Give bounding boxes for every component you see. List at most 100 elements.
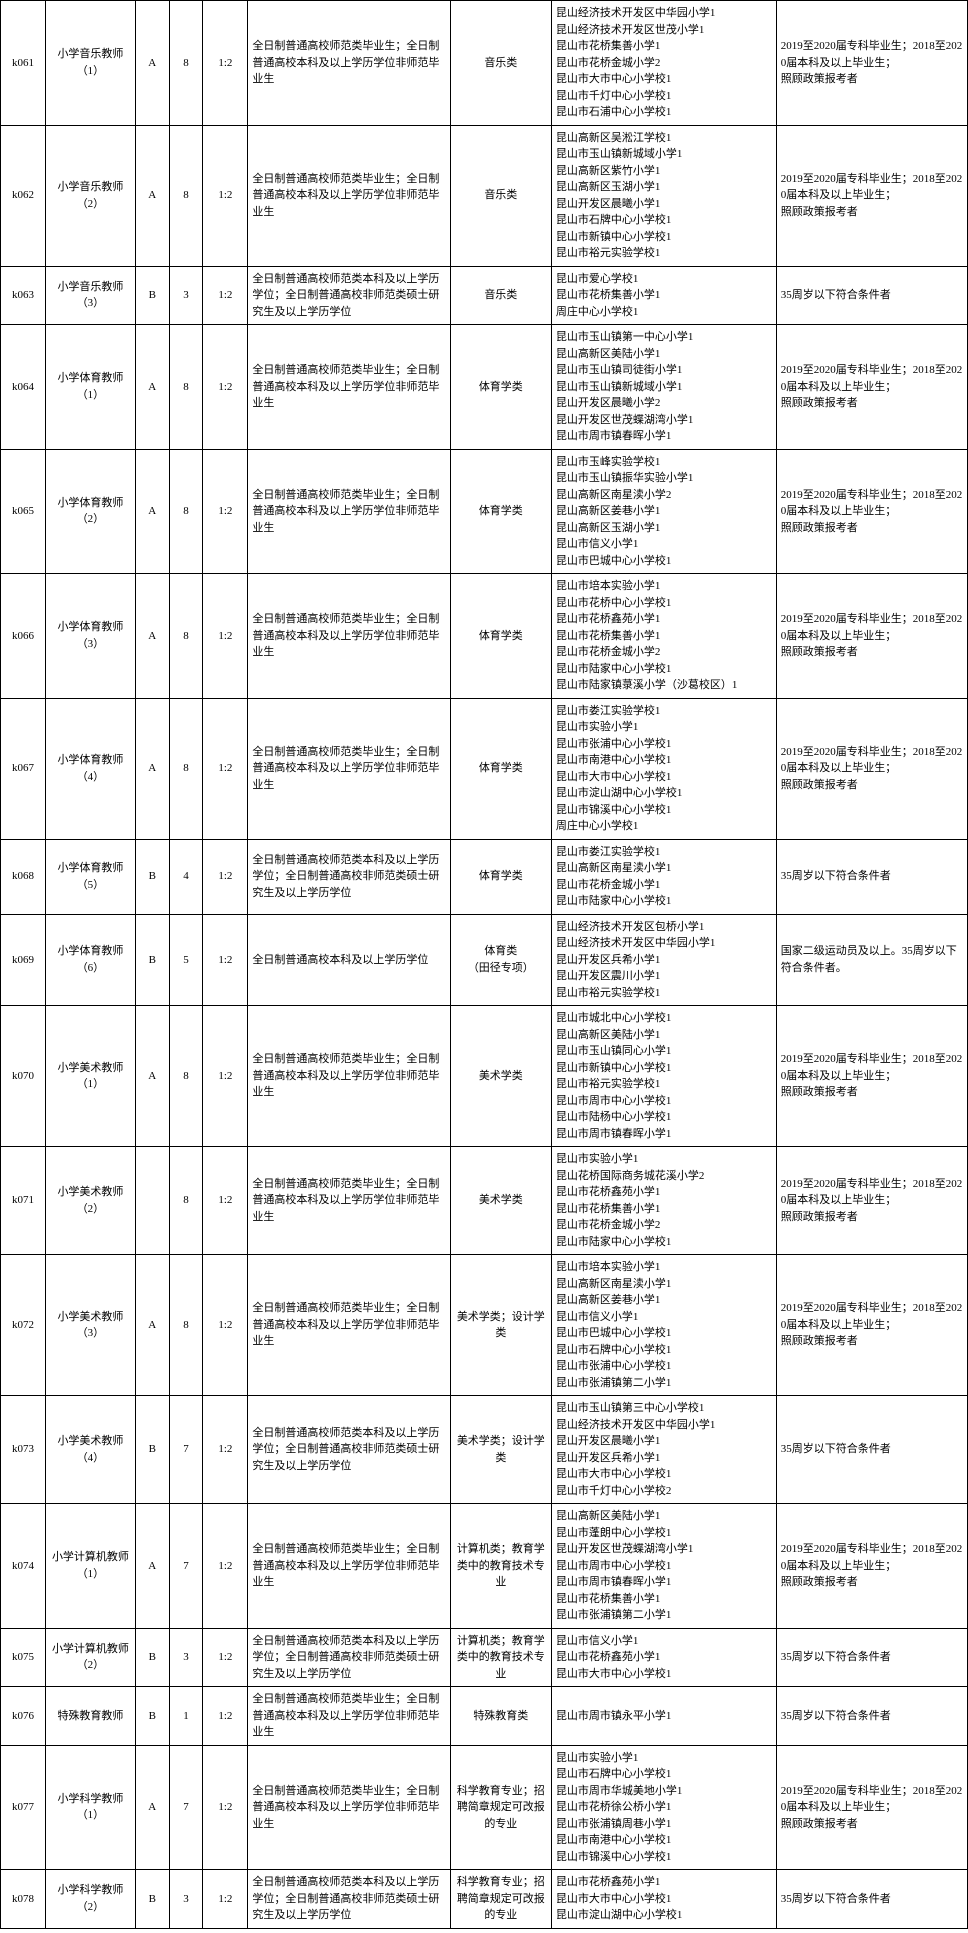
- table-row: k062小学音乐教师（2）A81:2全日制普通高校师范类毕业生；全日制普通高校本…: [1, 125, 968, 266]
- cell-remark: 35周岁以下符合条件者: [776, 1870, 967, 1929]
- cell-edu: 全日制普通高校师范类本科及以上学历学位；全日制普通高校非师范类硕士研究生及以上学…: [248, 1870, 450, 1929]
- cell-schools: 昆山高新区美陆小学1昆山市蓬朗中心小学校1昆山开发区世茂蝶湖湾小学1昆山市周市中…: [551, 1504, 776, 1629]
- cell-ratio: 1:2: [203, 1006, 248, 1147]
- cell-major: 美术学类；设计学类: [450, 1396, 551, 1504]
- cell-edu: 全日制普通高校师范类毕业生；全日制普通高校本科及以上学历学位非师范毕业生: [248, 698, 450, 839]
- cell-position: 小学科学教师（2）: [45, 1870, 135, 1929]
- cell-ratio: 1:2: [203, 449, 248, 574]
- cell-grade: A: [135, 325, 169, 450]
- cell-grade: A: [135, 449, 169, 574]
- cell-count: 8: [169, 1147, 203, 1255]
- table-row: k071小学美术教师（2）81:2全日制普通高校师范类毕业生；全日制普通高校本科…: [1, 1147, 968, 1255]
- cell-count: 3: [169, 1870, 203, 1929]
- cell-schools: 昆山市实验小学1昆山市石牌中心小学校1昆山市周市华城美地小学1昆山市花桥徐公桥小…: [551, 1745, 776, 1870]
- cell-position: 小学体育教师（1）: [45, 325, 135, 450]
- cell-code: k062: [1, 125, 46, 266]
- cell-count: 7: [169, 1396, 203, 1504]
- recruitment-table: k061小学音乐教师（1）A81:2全日制普通高校师范类毕业生；全日制普通高校本…: [0, 0, 968, 1929]
- cell-ratio: 1:2: [203, 574, 248, 699]
- cell-ratio: 1:2: [203, 1255, 248, 1396]
- cell-code: k078: [1, 1870, 46, 1929]
- cell-remark: 35周岁以下符合条件者: [776, 266, 967, 325]
- cell-ratio: 1:2: [203, 1745, 248, 1870]
- cell-schools: 昆山市城北中心小学校1昆山高新区美陆小学1昆山市玉山镇同心小学1昆山市新镇中心小…: [551, 1006, 776, 1147]
- cell-count: 8: [169, 449, 203, 574]
- cell-grade: B: [135, 1687, 169, 1746]
- cell-code: k069: [1, 914, 46, 1006]
- cell-edu: 全日制普通高校师范类毕业生；全日制普通高校本科及以上学历学位非师范毕业生: [248, 1745, 450, 1870]
- cell-count: 4: [169, 839, 203, 914]
- cell-remark: 35周岁以下符合条件者: [776, 1396, 967, 1504]
- cell-count: 3: [169, 1628, 203, 1687]
- cell-remark: 2019至2020届专科毕业生；2018至2020届本科及以上毕业生；照顾政策报…: [776, 449, 967, 574]
- cell-schools: 昆山市花桥鑫苑小学1昆山市大市中心小学校1昆山市淀山湖中心小学校1: [551, 1870, 776, 1929]
- cell-schools: 昆山市玉山镇第三中心小学校1昆山经济技术开发区中华园小学1昆山开发区晨曦小学1昆…: [551, 1396, 776, 1504]
- cell-grade: A: [135, 698, 169, 839]
- table-row: k073小学美术教师（4）B71:2全日制普通高校师范类本科及以上学历学位；全日…: [1, 1396, 968, 1504]
- cell-code: k067: [1, 698, 46, 839]
- table-row: k077小学科学教师（1）A71:2全日制普通高校师范类毕业生；全日制普通高校本…: [1, 1745, 968, 1870]
- cell-grade: A: [135, 1745, 169, 1870]
- cell-code: k061: [1, 1, 46, 126]
- cell-grade: A: [135, 1255, 169, 1396]
- cell-position: 小学计算机教师（1）: [45, 1504, 135, 1629]
- cell-position: 小学音乐教师（1）: [45, 1, 135, 126]
- cell-grade: B: [135, 839, 169, 914]
- cell-count: 8: [169, 1255, 203, 1396]
- cell-schools: 昆山市培本实验小学1昆山市花桥中心小学校1昆山市花桥鑫苑小学1昆山市花桥集善小学…: [551, 574, 776, 699]
- table-row: k065小学体育教师（2）A81:2全日制普通高校师范类毕业生；全日制普通高校本…: [1, 449, 968, 574]
- table-row: k064小学体育教师（1）A81:2全日制普通高校师范类毕业生；全日制普通高校本…: [1, 325, 968, 450]
- table-row: k078小学科学教师（2）B31:2全日制普通高校师范类本科及以上学历学位；全日…: [1, 1870, 968, 1929]
- cell-major: 体育学类: [450, 449, 551, 574]
- table-row: k069小学体育教师（6）B51:2全日制普通高校本科及以上学历学位体育类（田径…: [1, 914, 968, 1006]
- cell-remark: 2019至2020届专科毕业生；2018至2020届本科及以上毕业生；照顾政策报…: [776, 1, 967, 126]
- cell-position: 小学科学教师（1）: [45, 1745, 135, 1870]
- cell-remark: 2019至2020届专科毕业生；2018至2020届本科及以上毕业生；照顾政策报…: [776, 1504, 967, 1629]
- cell-code: k076: [1, 1687, 46, 1746]
- table-row: k066小学体育教师（3）A81:2全日制普通高校师范类毕业生；全日制普通高校本…: [1, 574, 968, 699]
- table-row: k061小学音乐教师（1）A81:2全日制普通高校师范类毕业生；全日制普通高校本…: [1, 1, 968, 126]
- cell-remark: 2019至2020届专科毕业生；2018至2020届本科及以上毕业生；照顾政策报…: [776, 325, 967, 450]
- cell-remark: 2019至2020届专科毕业生；2018至2020届本科及以上毕业生；照顾政策报…: [776, 1255, 967, 1396]
- cell-position: 小学美术教师（1）: [45, 1006, 135, 1147]
- cell-major: 体育学类: [450, 325, 551, 450]
- cell-remark: 2019至2020届专科毕业生；2018至2020届本科及以上毕业生；照顾政策报…: [776, 698, 967, 839]
- cell-count: 8: [169, 1006, 203, 1147]
- cell-edu: 全日制普通高校师范类毕业生；全日制普通高校本科及以上学历学位非师范毕业生: [248, 574, 450, 699]
- table-row: k070小学美术教师（1）A81:2全日制普通高校师范类毕业生；全日制普通高校本…: [1, 1006, 968, 1147]
- cell-major: 音乐类: [450, 1, 551, 126]
- cell-grade: B: [135, 914, 169, 1006]
- cell-position: 小学体育教师（2）: [45, 449, 135, 574]
- cell-edu: 全日制普通高校师范类毕业生；全日制普通高校本科及以上学历学位非师范毕业生: [248, 125, 450, 266]
- cell-code: k074: [1, 1504, 46, 1629]
- cell-position: 特殊教育教师: [45, 1687, 135, 1746]
- cell-code: k073: [1, 1396, 46, 1504]
- table-row: k074小学计算机教师（1）A71:2全日制普通高校师范类毕业生；全日制普通高校…: [1, 1504, 968, 1629]
- cell-edu: 全日制普通高校师范类毕业生；全日制普通高校本科及以上学历学位非师范毕业生: [248, 1504, 450, 1629]
- cell-ratio: 1:2: [203, 1628, 248, 1687]
- cell-grade: B: [135, 1628, 169, 1687]
- cell-position: 小学美术教师（4）: [45, 1396, 135, 1504]
- cell-count: 8: [169, 698, 203, 839]
- cell-major: 计算机类；教育学类中的教育技术专业: [450, 1504, 551, 1629]
- table-row: k068小学体育教师（5）B41:2全日制普通高校师范类本科及以上学历学位；全日…: [1, 839, 968, 914]
- table-row: k072小学美术教师（3）A81:2全日制普通高校师范类毕业生；全日制普通高校本…: [1, 1255, 968, 1396]
- cell-ratio: 1:2: [203, 1504, 248, 1629]
- cell-ratio: 1:2: [203, 1147, 248, 1255]
- cell-major: 特殊教育类: [450, 1687, 551, 1746]
- cell-remark: 2019至2020届专科毕业生；2018至2020届本科及以上毕业生；照顾政策报…: [776, 1745, 967, 1870]
- cell-grade: A: [135, 574, 169, 699]
- cell-edu: 全日制普通高校师范类本科及以上学历学位；全日制普通高校非师范类硕士研究生及以上学…: [248, 1628, 450, 1687]
- cell-count: 7: [169, 1745, 203, 1870]
- cell-ratio: 1:2: [203, 1, 248, 126]
- cell-grade: A: [135, 1504, 169, 1629]
- cell-ratio: 1:2: [203, 914, 248, 1006]
- cell-remark: 35周岁以下符合条件者: [776, 1628, 967, 1687]
- cell-schools: 昆山市玉山镇第一中心小学1昆山高新区美陆小学1昆山市玉山镇司徒街小学1昆山市玉山…: [551, 325, 776, 450]
- cell-count: 8: [169, 574, 203, 699]
- cell-major: 美术学类: [450, 1006, 551, 1147]
- cell-code: k066: [1, 574, 46, 699]
- cell-edu: 全日制普通高校师范类毕业生；全日制普通高校本科及以上学历学位非师范毕业生: [248, 449, 450, 574]
- cell-major: 科学教育专业；招聘简章规定可改报的专业: [450, 1870, 551, 1929]
- cell-remark: 35周岁以下符合条件者: [776, 1687, 967, 1746]
